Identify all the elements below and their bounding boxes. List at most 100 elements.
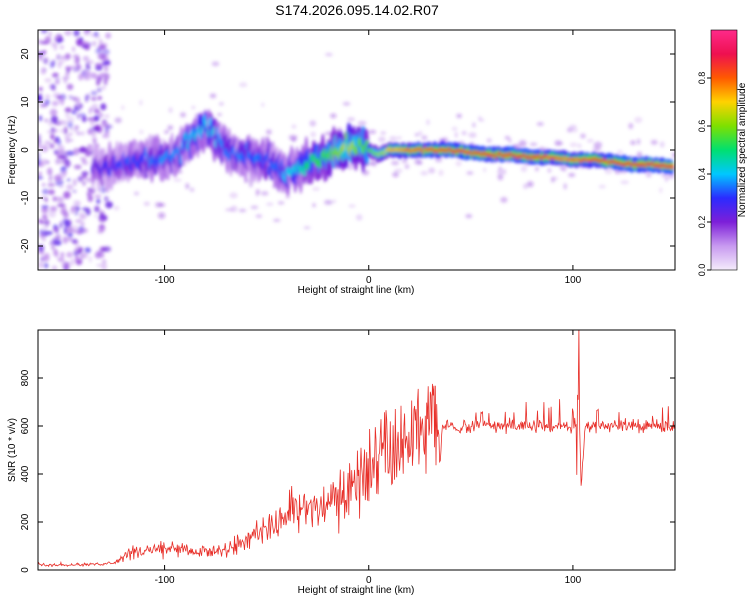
spectrogram-noise-cell [42,188,49,195]
spectrogram-noise-cell [71,238,78,244]
spectrogram-noise-cell [73,199,77,206]
spectrogram-noise-cell [90,90,98,96]
colorbar-label: Normalized spectral amplitude [737,82,748,217]
spectrogram-noise-cell [76,112,81,120]
snr-y-label: SNR (10 * v/v) [7,418,18,482]
spectrogram-halo-cell [404,164,410,170]
spectrogram-noise-cell [41,208,49,214]
spectrogram-halo-cell [630,140,636,145]
spectrogram-halo-cell [209,93,217,99]
spectrogram-noise-cell [57,144,65,153]
spectrogram-noise-cell [66,150,75,156]
spectrogram-y-tick-label: 20 [20,48,31,60]
spectrogram-noise-cell [49,142,54,149]
spectrogram-noise-cell [38,54,43,61]
spectrogram-noise-cell [64,134,70,140]
spectrogram-noise-cell [95,49,103,54]
spectrogram-noise-cell [81,171,89,176]
spectrogram-noise-cell [55,81,60,85]
spectrogram-noise-cell [84,247,91,254]
spectrogram-halo-cell [401,159,408,164]
spectrogram-noise-cell [38,171,42,177]
spectrogram-halo-cell [593,141,603,149]
spectrogram-halo-cell [139,129,144,135]
spectrogram-noise-cell [73,128,79,133]
spectrogram-halo-cell [455,160,462,167]
spectrogram-noise-cell [48,31,52,37]
spectrogram-noise-cell [63,79,68,84]
spectrogram-noise-cell [57,97,65,105]
spectrogram-noise-cell [72,178,77,187]
spectrogram-halo-cell [554,139,562,146]
spectrogram-halo-cell [342,101,351,106]
spectrogram-noise-cell [101,259,107,264]
spectrogram-noise-cell [47,182,56,188]
spectrogram-noise-cell [57,38,61,44]
snr-y-tick-label: 800 [20,369,31,386]
spectrogram-noise-cell [38,143,42,149]
spectrogram-noise-cell [66,184,74,191]
spectrogram-y-tick-label: 0 [20,147,31,153]
spectrogram-noise-cell [100,103,107,111]
spectrogram-noise-cell [44,252,50,258]
spectrogram-noise-cell [40,30,48,34]
spectrogram-noise-cell [91,103,99,111]
spectrogram-noise-cell [43,59,48,65]
spectrogram-noise-cell [44,118,49,123]
spectrogram-noise-cell [53,248,58,257]
spectrogram-noise-cell [65,226,69,235]
spectrogram-noise-cell [96,198,101,205]
spectrogram-noise-cell [67,236,73,242]
spectrogram-noise-cell [105,124,113,130]
spectrogram-noise-cell [42,183,46,187]
spectrogram-halo-cell [671,152,675,158]
spectrogram-halo-cell [551,176,559,181]
spectrogram-noise-cell [55,34,60,40]
spectrogram-halo-cell [332,199,337,204]
spectrogram-noise-cell [48,210,57,218]
spectrogram-noise-cell [66,178,71,182]
spectrogram-noise-cell [49,109,57,114]
spectrogram-halo-cell [545,146,549,151]
spectrogram-noise-cell [41,144,49,153]
spectrogram-halo-cell [568,172,576,178]
spectrogram-noise-cell [53,227,59,233]
spectrogram-noise-cell [38,87,43,91]
spectrogram-noise-cell [89,107,93,113]
spectrogram-halo-cell [456,113,462,119]
spectrogram-noise-cell [65,138,70,144]
snr-frame [37,329,676,571]
colorbar: 0.0 0.2 0.4 0.6 0.8 Normalized spectral ampl… [697,29,748,276]
spectrogram-noise-cell [38,152,41,158]
spectrogram-noise-cell [73,249,79,257]
snr-y-tick-label: 400 [20,465,31,482]
spectrogram-noise-cell [51,245,55,250]
snr-x-tick-label: 100 [565,575,582,586]
spectrogram-noise-cell [51,265,58,270]
spectrogram-noise-cell [39,103,48,108]
spectrogram-halo-cell [346,163,355,170]
spectrogram-halo-cell [580,133,586,139]
spectrogram-noise-cell [97,96,102,100]
spectrogram-noise-cell [58,61,64,65]
spectrogram-halo-cell [497,173,504,181]
spectrogram-halo-cell [155,202,163,208]
spectrogram-noise-cell [38,261,44,269]
spectrogram-noise-cell [39,233,46,240]
spectrogram-noise-cell [51,100,59,107]
spectrogram-halo-cell [113,205,120,211]
spectrogram-noise-cell [85,177,93,183]
spectrogram-noise-cell [80,213,87,220]
spectrogram-halo-cell [303,226,311,230]
spectrogram-halo-cell [389,135,397,142]
spectrogram-noise-cell [76,229,82,235]
snr-y-tick-label: 200 [20,513,31,530]
colorbar-ticks: 0.0 0.2 0.4 0.6 0.8 [697,72,711,276]
spectrogram-noise-cell [48,120,53,127]
spectrogram-halo-cell [217,113,222,117]
spectrogram-noise-cell [41,205,49,209]
spectrogram-halo-cell [312,186,320,191]
spectrogram-noise-cell [80,221,85,227]
spectrogram-halo-cell [265,129,272,135]
